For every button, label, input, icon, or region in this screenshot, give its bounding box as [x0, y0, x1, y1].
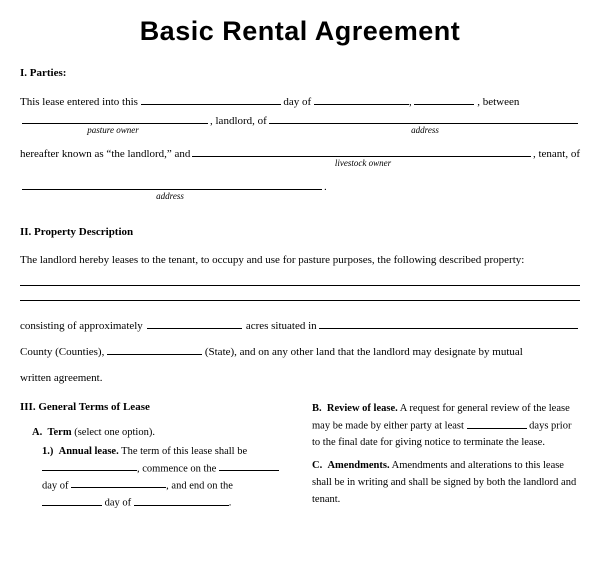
term-c-lead: C. Amendments. [312, 460, 390, 471]
term-a: A. Term (select one option). [20, 425, 288, 442]
text: , and end on the [166, 480, 233, 491]
blank-review-days[interactable] [467, 418, 527, 429]
blank-date-day[interactable] [141, 94, 281, 105]
blank-acres[interactable] [147, 318, 242, 329]
sublabels-line2: pasture owner address [20, 127, 580, 141]
blank-date-year[interactable] [414, 94, 474, 105]
term-b: B. Review of lease. A request for genera… [312, 401, 580, 452]
parties-line1: This lease entered into this day of , , … [20, 91, 580, 113]
sublabel-livestock: livestock owner [194, 156, 532, 170]
blank-situated-in[interactable] [319, 318, 578, 329]
blank-landlord-address[interactable] [269, 113, 578, 124]
blank-state[interactable] [107, 344, 202, 355]
term-a1-lead: 1.) Annual lease. [42, 446, 119, 457]
col-right: B. Review of lease. A request for genera… [312, 395, 580, 512]
text: day of [283, 96, 311, 108]
term-a-lead: A. Term [32, 427, 72, 438]
sublabel-address1: address [270, 123, 580, 137]
blank-end-month[interactable] [134, 495, 229, 506]
blank-tenant-address[interactable] [22, 179, 322, 190]
text: , between [477, 96, 519, 108]
text: of [60, 480, 69, 491]
property-written: written agreement. [20, 367, 580, 389]
blank-property-desc-1[interactable] [20, 285, 580, 286]
sublabels-line4: address [20, 193, 580, 207]
property-acres: consisting of approximately acres situat… [20, 315, 580, 337]
terms-columns: III. General Terms of Lease A. Term (sel… [20, 395, 580, 512]
blank-lease-term[interactable] [42, 461, 137, 472]
blank-commence-month[interactable] [71, 478, 166, 489]
property-intro: The landlord hereby leases to the tenant… [20, 249, 580, 271]
text: day of [105, 498, 132, 509]
sublabels-line3: livestock owner [20, 160, 580, 174]
blank-property-desc-2[interactable] [20, 300, 580, 301]
section-terms-head: III. General Terms of Lease [20, 399, 288, 417]
blank-pasture-owner[interactable] [22, 113, 208, 124]
sublabel-address2: address [20, 189, 320, 203]
term-b-lead: B. Review of lease. [312, 403, 398, 414]
blank-commence-day[interactable] [219, 461, 279, 472]
text: (State), and on any other land that the … [205, 346, 523, 358]
text: acres situated in [246, 315, 317, 337]
text: . [229, 498, 232, 509]
text: County (Counties), [20, 346, 104, 358]
document-title: Basic Rental Agreement [20, 10, 580, 53]
sublabel-pasture: pasture owner [20, 123, 206, 137]
blank-end-day[interactable] [42, 495, 102, 506]
text: consisting of approximately [20, 315, 143, 337]
property-county: County (Counties), (State), and on any o… [20, 341, 580, 363]
term-c: C. Amendments. Amendments and alteration… [312, 458, 580, 508]
blank-date-month[interactable] [314, 94, 409, 105]
text: This lease entered into this [20, 96, 138, 108]
text: , commence on the [137, 463, 216, 474]
text: (select one option). [72, 427, 155, 438]
section-property-head: II. Property Description [20, 224, 580, 242]
text: The term of this lease shall be [119, 446, 247, 457]
blank-livestock-owner[interactable] [192, 146, 531, 157]
section-parties-head: I. Parties: [20, 65, 580, 83]
term-a1: 1.) Annual lease. The term of this lease… [20, 444, 288, 513]
text: . [324, 179, 327, 197]
text: day [42, 480, 57, 491]
col-left: III. General Terms of Lease A. Term (sel… [20, 395, 288, 512]
